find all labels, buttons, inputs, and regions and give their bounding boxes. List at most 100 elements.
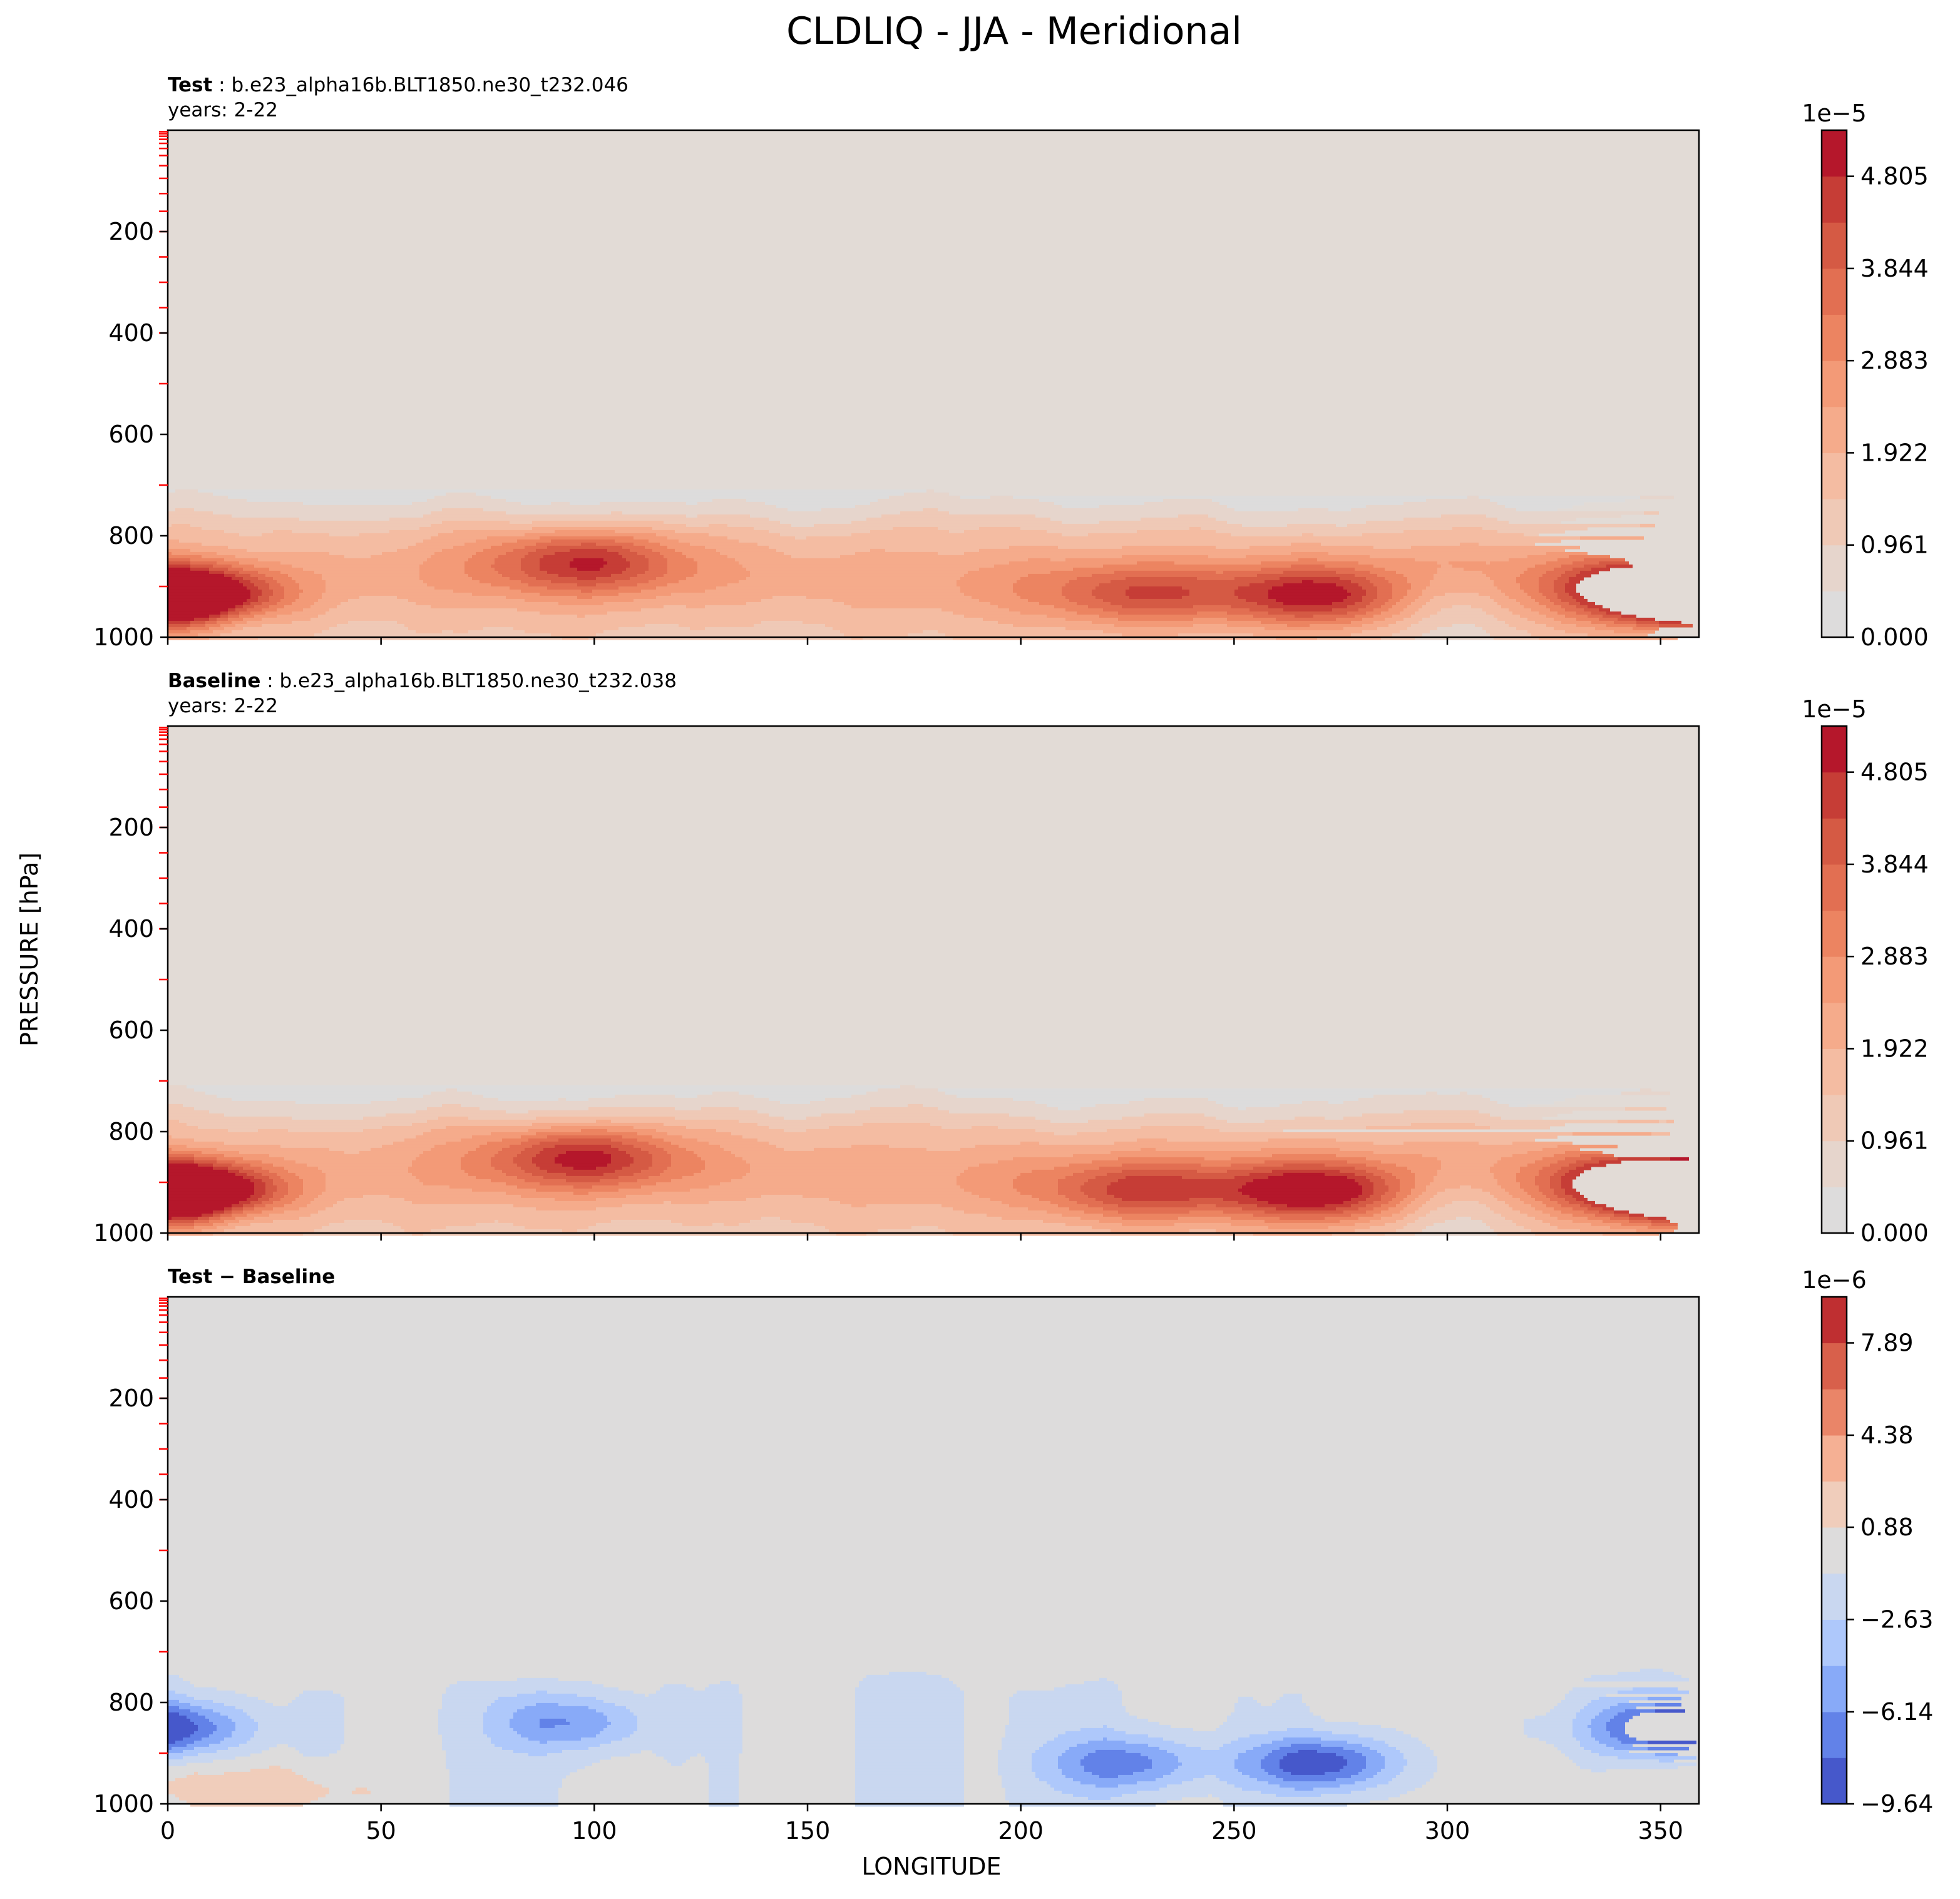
contour-cell xyxy=(1223,570,1283,575)
contour-cell xyxy=(1298,558,1317,562)
contour-cell xyxy=(667,545,705,550)
contour-cell xyxy=(495,567,521,571)
contour-cell xyxy=(1178,1765,1234,1769)
contour-cell xyxy=(1520,1210,1542,1214)
contour-cell xyxy=(1325,1172,1355,1177)
contour-cell xyxy=(1114,1141,1373,1145)
contour-cell xyxy=(1557,1702,1588,1707)
contour-cell xyxy=(1253,1232,1332,1236)
contour-cell xyxy=(476,492,904,496)
contour-cell xyxy=(1054,1737,1103,1741)
contour-cell xyxy=(964,530,1047,534)
contour-cell xyxy=(540,592,618,596)
contour-cell xyxy=(630,548,652,553)
contour-cell xyxy=(205,623,220,628)
contour-cell xyxy=(596,1222,682,1227)
contour-cell xyxy=(468,558,495,562)
contour-cell xyxy=(1103,608,1249,612)
contour-cell xyxy=(446,1226,525,1230)
contour-cell xyxy=(1189,1210,1223,1214)
y-tick-label: 200 xyxy=(108,814,154,841)
contour-cell xyxy=(1490,633,1531,637)
contour-cell xyxy=(1411,623,1452,628)
contour-cell xyxy=(1366,1204,1381,1208)
contour-cell xyxy=(649,1150,667,1155)
contour-cell xyxy=(1253,614,1295,618)
contour-cell xyxy=(1366,520,1509,525)
contour-cell xyxy=(224,530,273,534)
contour-cell xyxy=(1400,611,1415,615)
contour-cell xyxy=(1227,1119,1265,1124)
contour-cell xyxy=(637,583,667,587)
contour-cell xyxy=(829,1229,878,1233)
contour-cell xyxy=(1573,1734,1591,1738)
contour-cell xyxy=(1065,617,1118,622)
contour-cell xyxy=(855,1774,964,1779)
contour-cell xyxy=(709,1185,960,1189)
contour-cell xyxy=(322,573,419,578)
contour-cell xyxy=(1569,555,1610,559)
contour-cell xyxy=(1452,1200,1479,1205)
contour-cell xyxy=(1002,1784,1050,1788)
contour-cell xyxy=(1340,1219,1370,1224)
contour-cell xyxy=(172,1216,198,1221)
contour-cell xyxy=(600,501,686,506)
colorbar-tick-label: 0.961 xyxy=(1860,1127,1929,1155)
contour-cell xyxy=(431,605,664,609)
contour-cell xyxy=(168,1147,172,1152)
contour-cell xyxy=(1494,1210,1520,1214)
contour-cell xyxy=(1591,611,1606,615)
contour-cell xyxy=(1411,545,1580,550)
contour-cell xyxy=(307,1204,333,1208)
contour-cell xyxy=(269,1175,280,1180)
contour-cell xyxy=(1362,586,1377,590)
contour-cell xyxy=(1227,1718,1325,1722)
contour-cell xyxy=(1167,1784,1234,1788)
contour-cell xyxy=(1069,1197,1095,1202)
contour-cell xyxy=(1524,1731,1573,1735)
contour-cell xyxy=(829,1197,990,1202)
contour-cell xyxy=(194,1721,213,1726)
contour-cell xyxy=(1437,1207,1490,1211)
contour-cell xyxy=(1591,1204,1606,1208)
contour-cell xyxy=(247,1712,344,1716)
contour-cell xyxy=(1268,1200,1343,1205)
contour-cell xyxy=(671,1157,701,1161)
contour-cell xyxy=(1268,1226,1328,1230)
contour-cell xyxy=(209,1110,416,1114)
contour-cell xyxy=(1122,1197,1189,1202)
contour-cell xyxy=(303,1185,326,1189)
contour-cell xyxy=(1099,1774,1118,1779)
contour-cell xyxy=(506,551,528,556)
contour-cell xyxy=(318,598,348,603)
contour-cell xyxy=(265,1204,284,1208)
contour-cell xyxy=(1430,598,1494,603)
contour-cell xyxy=(1557,558,1584,562)
contour-cell xyxy=(243,1157,284,1161)
contour-cell xyxy=(1430,630,1486,634)
contour-cell xyxy=(521,567,540,571)
contour-cell xyxy=(517,1693,577,1697)
contour-cell xyxy=(1636,620,1659,625)
contour-cell xyxy=(1377,573,1403,578)
contour-cell xyxy=(1385,1169,1411,1174)
contour-cell xyxy=(1362,623,1388,628)
contour-cell xyxy=(1242,523,1287,528)
contour-cell xyxy=(1050,1200,1077,1205)
contour-cell xyxy=(250,592,262,596)
contour-cell xyxy=(1302,1100,1328,1105)
contour-cell xyxy=(1084,1169,1122,1174)
y-tick-label: 200 xyxy=(108,218,154,245)
contour-cell xyxy=(528,583,577,587)
contour-cell xyxy=(273,576,292,581)
contour-cell xyxy=(427,1119,596,1124)
contour-cell xyxy=(1126,592,1189,596)
contour-cell xyxy=(652,1191,972,1195)
contour-cell xyxy=(1516,576,1539,581)
contour-cell xyxy=(423,539,476,543)
contour-cell xyxy=(968,570,1050,575)
contour-cell xyxy=(194,1138,404,1142)
contour-cell xyxy=(1557,1226,1610,1230)
contour-cell xyxy=(900,1085,915,1089)
contour-cell xyxy=(1362,595,1377,600)
